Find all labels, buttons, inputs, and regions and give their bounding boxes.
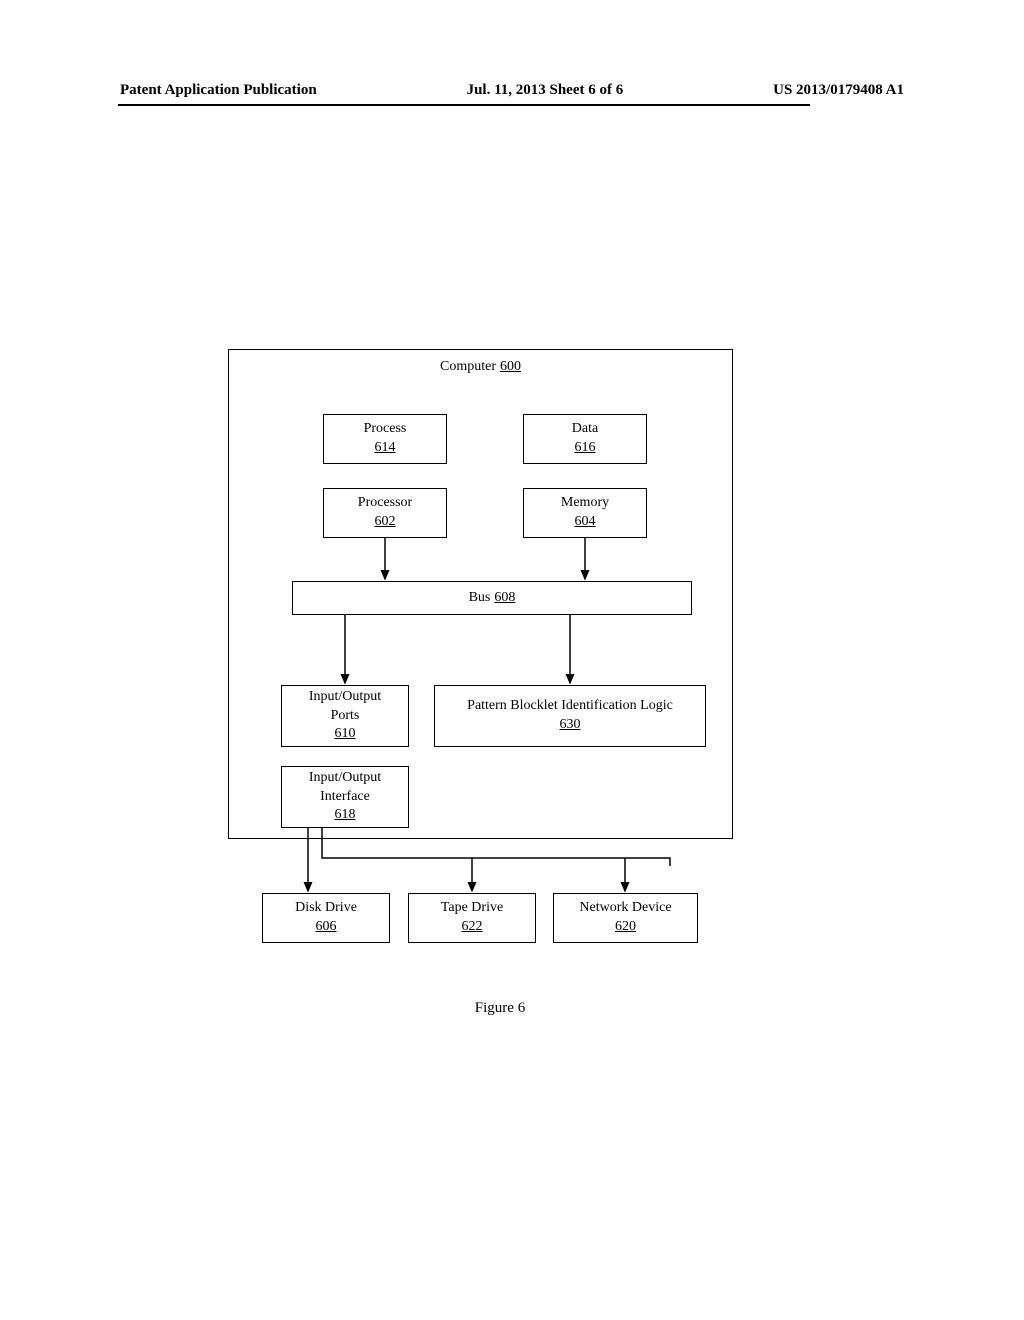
computer-label: Computer [440,358,496,377]
computer-num: 600 [500,358,521,377]
box-memory: Memory 604 [523,488,647,538]
diagram-canvas: Patent Application Publication Jul. 11, … [0,0,1024,1320]
processor-num: 602 [375,513,396,532]
memory-num: 604 [575,513,596,532]
data-label: Data [572,420,598,439]
netdev-num: 620 [615,918,636,937]
netdev-label: Network Device [579,899,671,918]
box-tape: Tape Drive 622 [408,893,536,943]
bus-num: 608 [494,589,515,608]
ioports-label: Input/Output Ports [309,688,381,726]
box-process: Process 614 [323,414,447,464]
disk-num: 606 [316,918,337,937]
data-num: 616 [575,439,596,458]
ioports-num: 610 [335,725,356,744]
header-left: Patent Application Publication [120,82,317,99]
memory-label: Memory [561,494,609,513]
process-num: 614 [375,439,396,458]
box-ioiface: Input/Output Interface 618 [281,766,409,828]
box-processor: Processor 602 [323,488,447,538]
box-data: Data 616 [523,414,647,464]
header-right: US 2013/0179408 A1 [773,82,904,99]
disk-label: Disk Drive [295,899,357,918]
header-rule [118,104,810,106]
box-netdev: Network Device 620 [553,893,698,943]
ioiface-label: Input/Output Interface [309,769,381,807]
tape-label: Tape Drive [441,899,503,918]
header-center: Jul. 11, 2013 Sheet 6 of 6 [467,82,624,99]
tape-num: 622 [462,918,483,937]
bus-label: Bus [469,589,491,608]
page-header: Patent Application Publication Jul. 11, … [0,82,1024,99]
box-disk: Disk Drive 606 [262,893,390,943]
box-bus: Bus 608 [292,581,692,615]
box-pattern: Pattern Blocklet Identification Logic 63… [434,685,706,747]
box-ioports: Input/Output Ports 610 [281,685,409,747]
ioiface-num: 618 [335,806,356,825]
figure-caption: Figure 6 [440,1000,560,1017]
pattern-label: Pattern Blocklet Identification Logic [467,697,673,716]
pattern-num: 630 [560,716,581,735]
process-label: Process [364,420,407,439]
processor-label: Processor [358,494,412,513]
